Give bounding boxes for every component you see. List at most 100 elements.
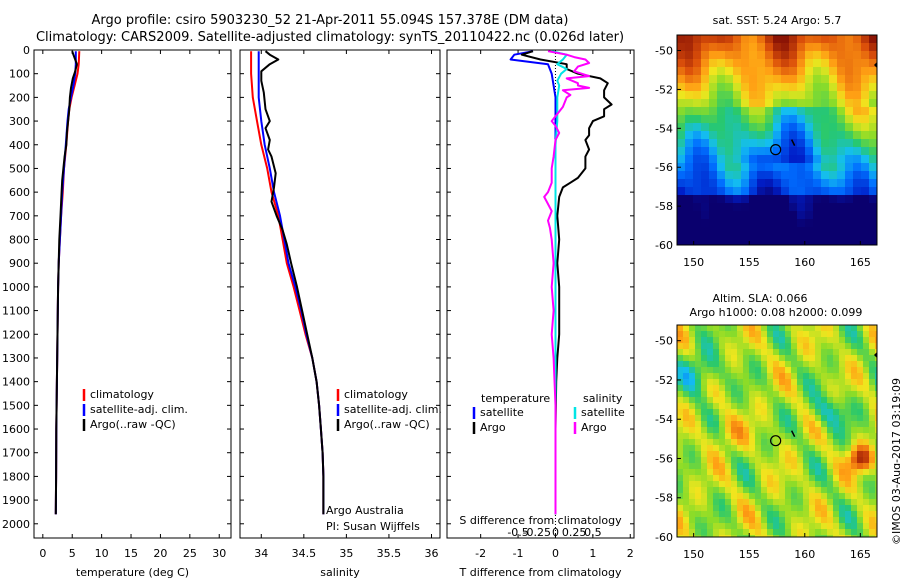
map-cell	[749, 535, 756, 537]
map-cell	[701, 195, 710, 204]
map-cell	[701, 487, 708, 494]
x-tick-label: 0	[39, 547, 46, 560]
map-cell	[701, 403, 708, 410]
map-cell	[875, 361, 877, 368]
map-cell	[815, 343, 822, 350]
map-cell	[797, 457, 804, 464]
map-cell	[677, 445, 684, 452]
map-cell	[851, 433, 858, 440]
map-cell	[677, 131, 686, 140]
map-cell	[719, 451, 726, 458]
map-cell	[719, 481, 726, 488]
map-cell	[717, 179, 726, 188]
map-cell	[683, 511, 690, 518]
map-cell	[821, 337, 828, 344]
map-cell	[749, 427, 756, 434]
map-cell	[719, 445, 726, 452]
map-cell	[857, 493, 864, 500]
map-cell	[781, 107, 790, 116]
map-cell	[717, 163, 726, 172]
map-cell	[785, 493, 792, 500]
map-cell	[701, 331, 708, 338]
map-cell	[797, 227, 806, 236]
map-cell	[839, 529, 846, 536]
map-cell	[713, 427, 720, 434]
map-cell	[869, 433, 876, 440]
map-cell	[785, 451, 792, 458]
map-cell	[773, 179, 782, 188]
panel-frame-3	[446, 49, 635, 539]
map-cell	[803, 397, 810, 404]
map-cell	[827, 337, 834, 344]
map-cell	[689, 433, 696, 440]
map-cell	[813, 131, 822, 140]
map-cell	[821, 75, 830, 84]
map-cell	[805, 195, 814, 204]
map-cell	[791, 535, 798, 537]
map-cell	[741, 83, 750, 92]
map-cell	[757, 115, 766, 124]
map-cell	[791, 391, 798, 398]
map-cell	[803, 487, 810, 494]
x-tick-label: 1	[589, 547, 596, 560]
legend-entry: satellite-adj. clim.	[90, 403, 188, 416]
map-cell	[851, 499, 858, 506]
map-cell	[863, 349, 870, 356]
map-cell	[683, 529, 690, 536]
map-cell	[785, 337, 792, 344]
map-cell	[875, 451, 877, 458]
map-cell	[853, 211, 862, 220]
map-cell	[761, 397, 768, 404]
map-cell	[829, 75, 838, 84]
map-cell	[829, 147, 838, 156]
map-cell	[749, 131, 758, 140]
map-cell	[683, 385, 690, 392]
map-cell	[741, 35, 750, 44]
map-cell	[737, 421, 744, 428]
map-cell	[803, 505, 810, 512]
s-tick-label: -0.5	[507, 526, 528, 539]
map-cell	[713, 517, 720, 524]
map-cell	[719, 457, 726, 464]
map-cell	[701, 67, 710, 76]
map-cell	[761, 505, 768, 512]
map-cell	[805, 131, 814, 140]
map-cell	[809, 529, 816, 536]
map-cell	[821, 51, 830, 60]
map-cell	[779, 535, 786, 537]
map-cell	[741, 123, 750, 132]
map-cell	[781, 115, 790, 124]
map-cell	[875, 433, 877, 440]
map-cell	[833, 421, 840, 428]
map-cell	[725, 51, 734, 60]
map-cell	[677, 379, 684, 386]
map-cell	[755, 391, 762, 398]
map-cell	[791, 361, 798, 368]
map-cell	[821, 139, 830, 148]
map-cell	[851, 517, 858, 524]
map-cell	[773, 529, 780, 536]
map-cell	[779, 481, 786, 488]
map-cell	[785, 457, 792, 464]
map-cell	[809, 523, 816, 530]
map-cell	[701, 131, 710, 140]
map-cell	[689, 409, 696, 416]
map-cell	[725, 511, 732, 518]
map-cell	[875, 493, 877, 500]
map-cell	[845, 75, 854, 84]
map-cell	[785, 343, 792, 350]
map-cell	[805, 235, 814, 244]
map-cell	[709, 67, 718, 76]
map-cell	[717, 35, 726, 44]
map-cell	[695, 361, 702, 368]
map-cell	[757, 171, 766, 180]
map-cell	[797, 211, 806, 220]
map-cell	[731, 523, 738, 530]
map-cell	[731, 397, 738, 404]
map-cell	[839, 355, 846, 362]
map-cell	[853, 243, 862, 245]
map-cell	[827, 529, 834, 536]
map-cell	[685, 131, 694, 140]
map-cell	[779, 463, 786, 470]
map-cell	[869, 439, 876, 446]
